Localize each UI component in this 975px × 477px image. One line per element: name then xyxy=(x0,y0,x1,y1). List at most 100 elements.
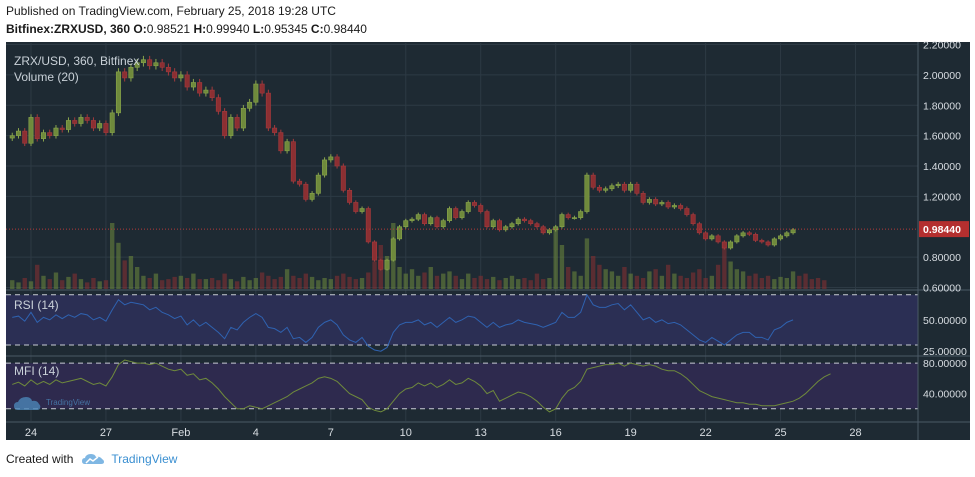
candle-body xyxy=(721,241,727,249)
tradingview-brand-link[interactable]: TradingView xyxy=(111,452,178,466)
candle-body xyxy=(659,202,665,205)
volume-bar xyxy=(297,278,302,289)
volume-bar xyxy=(28,281,34,289)
time-tick-label: 28 xyxy=(849,427,861,439)
volume-bar xyxy=(10,280,15,289)
volume-bar xyxy=(478,275,483,289)
candle-body xyxy=(778,235,784,240)
volume-bar xyxy=(72,273,77,289)
candle-body xyxy=(103,123,109,133)
volume-bar xyxy=(116,242,121,289)
volume-bar xyxy=(684,278,690,289)
volume-bar xyxy=(753,273,758,289)
volume-bar xyxy=(216,280,221,289)
candle-body xyxy=(78,117,84,124)
volume-bar xyxy=(634,275,640,289)
volume-bar xyxy=(484,279,490,289)
mfi-pane[interactable] xyxy=(6,359,918,413)
volume-bar xyxy=(78,279,84,289)
volume-bar xyxy=(366,272,371,289)
volume-bar xyxy=(66,276,71,289)
candle-body xyxy=(278,132,284,152)
candle-body xyxy=(503,226,509,231)
volume-bar xyxy=(522,278,527,289)
candle-body xyxy=(72,120,78,124)
volume-legend: Volume (20) xyxy=(14,70,79,84)
candle-body xyxy=(534,223,540,228)
volume-bar xyxy=(60,280,65,289)
time-tick-label: 13 xyxy=(475,427,487,439)
volume-bar xyxy=(141,275,146,289)
volume-bar xyxy=(241,276,246,289)
candle-body xyxy=(334,156,340,167)
candle-body xyxy=(528,220,534,225)
candle-body xyxy=(771,238,777,246)
volume-bar xyxy=(172,276,177,289)
created-with-text: Created with xyxy=(6,452,74,466)
volume-bar xyxy=(97,281,102,289)
candle-body xyxy=(422,214,428,225)
published-note: Published on TradingView.com, February 2… xyxy=(6,4,336,18)
candle-body xyxy=(565,214,571,218)
price-axis-background xyxy=(918,42,970,440)
volume-bar xyxy=(628,273,633,289)
high-value: 0.99940 xyxy=(206,22,250,36)
low-value: 0.95345 xyxy=(264,22,308,36)
candle-body xyxy=(440,220,446,228)
candle-body xyxy=(478,205,484,212)
candle-body xyxy=(22,130,28,144)
candle-body xyxy=(559,214,565,228)
candle-body xyxy=(428,217,434,225)
volume-bar xyxy=(209,278,215,289)
candle-body xyxy=(147,59,153,67)
indicator-line xyxy=(12,359,831,413)
time-tick-label: 27 xyxy=(100,427,112,439)
volume-bar xyxy=(103,280,109,289)
candle-body xyxy=(671,205,677,208)
price-tick-label: 2.00000 xyxy=(923,70,961,82)
volume-bar xyxy=(397,267,402,289)
volume-bar xyxy=(759,278,765,289)
candle-body xyxy=(759,240,765,243)
price-tick-label: 0.80000 xyxy=(923,252,961,264)
last-price-label: 0.98440 xyxy=(923,224,961,236)
price-pane[interactable] xyxy=(6,55,918,289)
watermark-text: TradingView xyxy=(46,398,90,407)
candle-body xyxy=(28,117,34,144)
volume-bar xyxy=(16,282,21,289)
volume-bar xyxy=(534,273,540,289)
candle-body xyxy=(97,123,103,129)
volume-bar xyxy=(35,264,40,289)
volume-bar xyxy=(266,275,271,289)
candle-body xyxy=(178,74,184,79)
volume-bar xyxy=(541,279,546,289)
volume-bar xyxy=(566,267,571,289)
volume-bar xyxy=(740,271,746,289)
volume-bar xyxy=(272,279,277,289)
volume-bar xyxy=(316,280,321,289)
volume-bar xyxy=(247,280,252,289)
candle-body xyxy=(16,130,21,136)
volume-bar xyxy=(291,275,296,289)
candle-body xyxy=(496,220,502,231)
rsi-pane[interactable] xyxy=(6,293,918,352)
candle-body xyxy=(134,62,140,68)
candle-body xyxy=(234,117,240,129)
candle-body xyxy=(453,208,459,218)
candle-body xyxy=(690,214,696,225)
volume-bar xyxy=(772,279,777,289)
price-tick-label: 2.20000 xyxy=(923,40,961,52)
volume-bar xyxy=(328,279,334,289)
volume-bar xyxy=(85,282,90,289)
volume-bar xyxy=(147,278,152,289)
volume-bar xyxy=(697,269,702,289)
volume-bar xyxy=(134,267,140,289)
volume-bar xyxy=(553,227,558,289)
close-value: 0.98440 xyxy=(323,22,367,36)
volume-bar xyxy=(559,245,565,289)
time-tick-label: 19 xyxy=(625,427,637,439)
candle-body xyxy=(709,235,715,240)
volume-bar xyxy=(259,272,265,289)
candle-body xyxy=(65,120,71,130)
